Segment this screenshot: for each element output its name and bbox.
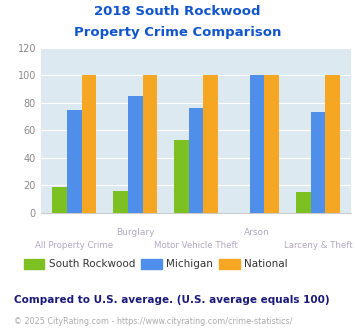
Bar [325,75,340,213]
Text: Compared to U.S. average. (U.S. average equals 100): Compared to U.S. average. (U.S. average … [14,295,330,305]
Text: Arson: Arson [244,228,270,237]
Bar [264,75,279,213]
Bar [250,75,264,213]
Legend: South Rockwood, Michigan, National: South Rockwood, Michigan, National [20,255,292,274]
Bar [311,113,325,213]
Bar [189,108,203,213]
Text: © 2025 CityRating.com - https://www.cityrating.com/crime-statistics/: © 2025 CityRating.com - https://www.city… [14,317,293,326]
Text: Larceny & Theft: Larceny & Theft [284,241,352,250]
Bar [113,191,128,213]
Text: Burglary: Burglary [116,228,154,237]
Text: Motor Vehicle Theft: Motor Vehicle Theft [154,241,238,250]
Bar [174,140,189,213]
Bar [82,75,96,213]
Bar [67,110,82,213]
Bar [53,187,67,213]
Bar [143,75,157,213]
Bar [203,75,218,213]
Text: All Property Crime: All Property Crime [35,241,113,250]
Bar [296,192,311,213]
Text: Property Crime Comparison: Property Crime Comparison [74,26,281,39]
Bar [128,96,143,213]
Text: 2018 South Rockwood: 2018 South Rockwood [94,5,261,18]
